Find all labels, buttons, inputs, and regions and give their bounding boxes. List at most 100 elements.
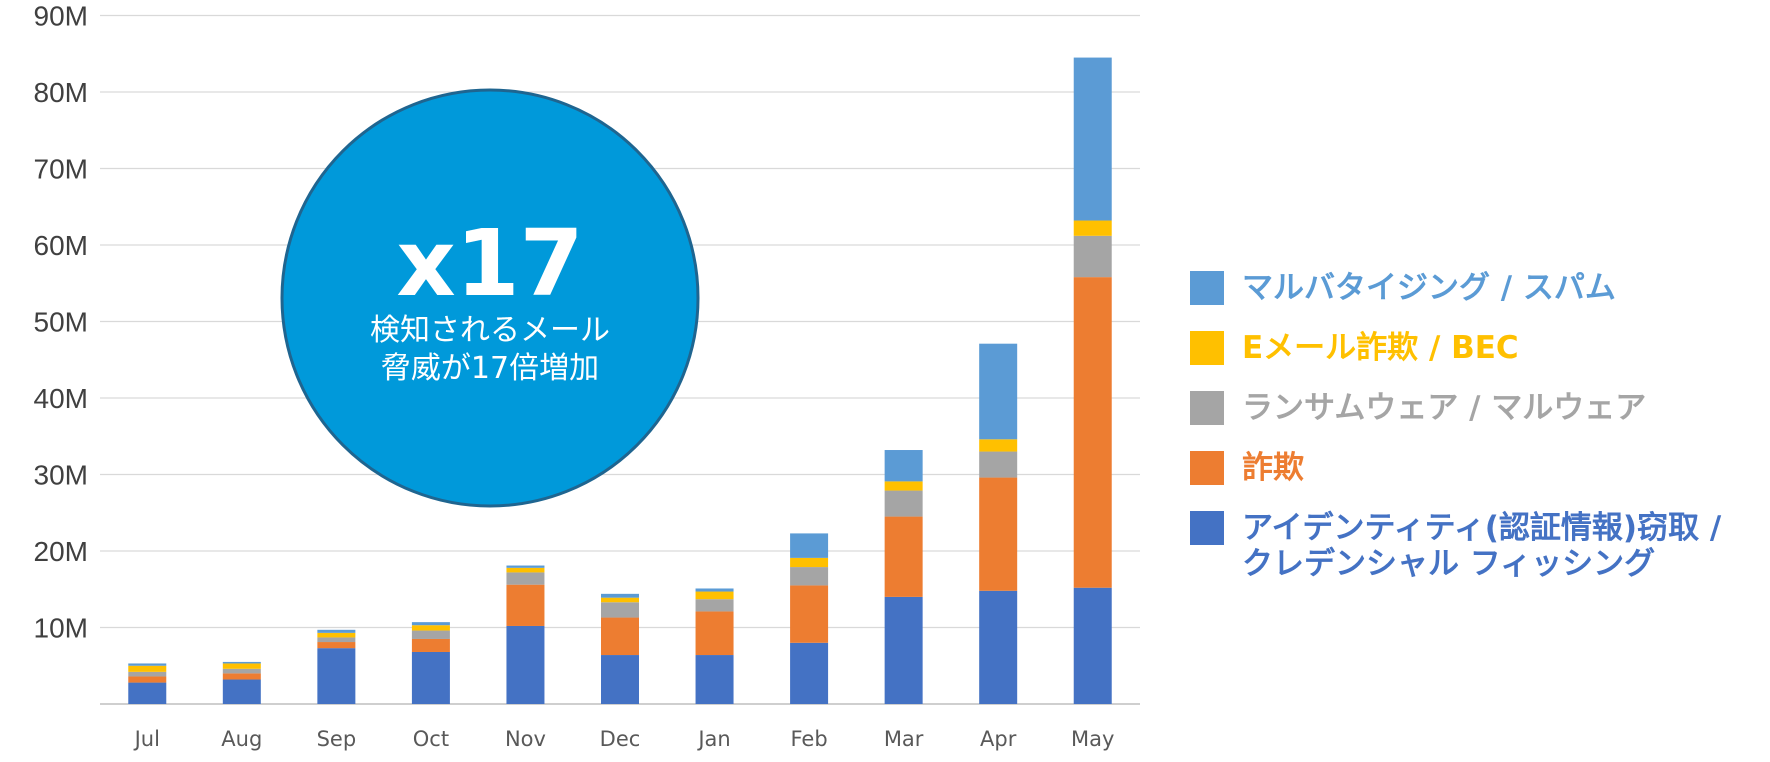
legend-item: 詐欺	[1190, 450, 1760, 486]
callout-line-2: 脅威が17倍増加	[381, 351, 599, 386]
bar-segment	[317, 642, 356, 649]
bar-segment	[601, 655, 639, 704]
legend-label: ランサムウェア / マルウェア	[1242, 390, 1647, 426]
bar-segment	[317, 648, 356, 704]
callout-circle	[280, 88, 700, 508]
bar-segment	[884, 450, 923, 482]
bar-segment	[411, 625, 450, 631]
x-tick-label: Sep	[317, 727, 357, 751]
bar-segment	[695, 591, 734, 600]
bar-segment	[222, 679, 261, 704]
callout: x17 検知されるメール 脅威が17倍増加	[280, 88, 700, 508]
bar-segment	[128, 682, 167, 704]
legend: マルバタイジング / スパム Eメール詐欺 / BEC ランサムウェア / マルウェ…	[1190, 270, 1760, 606]
callout-line-1: 検知されるメール	[370, 313, 610, 348]
bar-segment	[1073, 235, 1112, 278]
legend-item: アイデンティティ(認証情報)窃取 / クレデンシャル フィッシング	[1190, 510, 1760, 582]
legend-item: ランサムウェア / マルウェア	[1190, 390, 1760, 426]
y-axis-ticks: 10M 20M 30M 40M 50M 60M 70M 80M 90M	[34, 1, 88, 644]
bar-segment	[506, 565, 545, 568]
bar-segment	[979, 590, 1018, 704]
bar-segment	[1073, 277, 1112, 588]
y-tick-label: 10M	[34, 613, 88, 644]
bar-segment	[128, 676, 167, 683]
bar-segment	[884, 490, 923, 517]
bar-segment	[601, 593, 639, 598]
x-tick-label: Oct	[413, 727, 449, 751]
bar-segment	[884, 596, 923, 704]
x-tick-label: Dec	[600, 727, 641, 751]
legend-label: Eメール詐欺 / BEC	[1242, 330, 1519, 366]
x-tick-label: May	[1071, 727, 1114, 751]
bar-segment	[411, 651, 450, 704]
bar-segment	[790, 533, 829, 558]
bar-segment	[222, 673, 261, 680]
bar-segment	[1073, 220, 1112, 236]
x-tick-label: Jul	[133, 727, 160, 751]
x-axis-ticks: Jul Aug Sep Oct Nov Dec Jan Feb Mar Apr May	[133, 727, 1115, 751]
legend-item: マルバタイジング / スパム	[1190, 270, 1760, 306]
bar-segment	[601, 602, 639, 618]
legend-swatch	[1190, 511, 1224, 545]
bar-segment	[979, 343, 1018, 440]
y-tick-label: 70M	[34, 154, 88, 185]
legend-swatch	[1190, 331, 1224, 365]
legend-swatch	[1190, 391, 1224, 425]
legend-swatch	[1190, 451, 1224, 485]
bar-segment	[317, 629, 356, 633]
bars	[128, 57, 1112, 704]
bar-segment	[695, 611, 734, 656]
bar-segment	[222, 661, 261, 664]
bar-segment	[411, 638, 450, 652]
y-tick-label: 40M	[34, 383, 88, 414]
bar-segment	[506, 572, 545, 585]
bar-segment	[790, 557, 829, 568]
y-tick-label: 60M	[34, 230, 88, 261]
legend-label: アイデンティティ(認証情報)窃取 / クレデンシャル フィッシング	[1242, 510, 1722, 582]
x-tick-label: Nov	[505, 727, 546, 751]
bar-segment	[222, 663, 261, 669]
bar-segment	[601, 597, 639, 603]
x-tick-label: Aug	[221, 727, 262, 751]
bar-segment	[790, 642, 829, 704]
bar-segment	[128, 671, 167, 677]
x-tick-label: Jan	[696, 727, 730, 751]
bar-segment	[884, 516, 923, 597]
callout-value: x17	[396, 210, 583, 317]
bar-segment	[411, 630, 450, 639]
y-tick-label: 90M	[34, 1, 88, 32]
y-tick-label: 30M	[34, 460, 88, 491]
x-tick-label: Apr	[980, 727, 1017, 751]
y-tick-label: 50M	[34, 307, 88, 338]
legend-swatch	[1190, 271, 1224, 305]
bar-segment	[979, 439, 1018, 452]
bar-segment	[506, 584, 545, 626]
y-tick-label: 20M	[34, 536, 88, 567]
bar-segment	[979, 451, 1018, 478]
bar-segment	[695, 588, 734, 592]
bar-segment	[1073, 587, 1112, 704]
bar-segment	[506, 625, 545, 704]
x-tick-label: Mar	[884, 727, 924, 751]
bar-segment	[601, 617, 639, 656]
bar-segment	[317, 632, 356, 638]
bar-segment	[884, 481, 923, 491]
x-tick-label: Feb	[790, 727, 827, 751]
bar-segment	[790, 567, 829, 586]
stacked-bar-chart: 10M 20M 30M 40M 50M 60M 70M 80M 90M Jul Aug Sep Oct…	[34, 1, 1140, 751]
bar-segment	[222, 668, 261, 674]
bar-segment	[128, 665, 167, 672]
legend-item: Eメール詐欺 / BEC	[1190, 330, 1760, 366]
bar-segment	[317, 637, 356, 643]
bar-segment	[411, 622, 450, 626]
y-tick-label: 80M	[34, 77, 88, 108]
bar-segment	[128, 663, 167, 666]
bar-segment	[506, 567, 545, 573]
bar-segment	[1073, 57, 1112, 221]
bar-segment	[979, 477, 1018, 591]
bar-segment	[790, 585, 829, 643]
legend-label: マルバタイジング / スパム	[1242, 270, 1616, 306]
bar-segment	[695, 599, 734, 612]
bar-segment	[695, 655, 734, 704]
legend-label: 詐欺	[1242, 450, 1304, 486]
